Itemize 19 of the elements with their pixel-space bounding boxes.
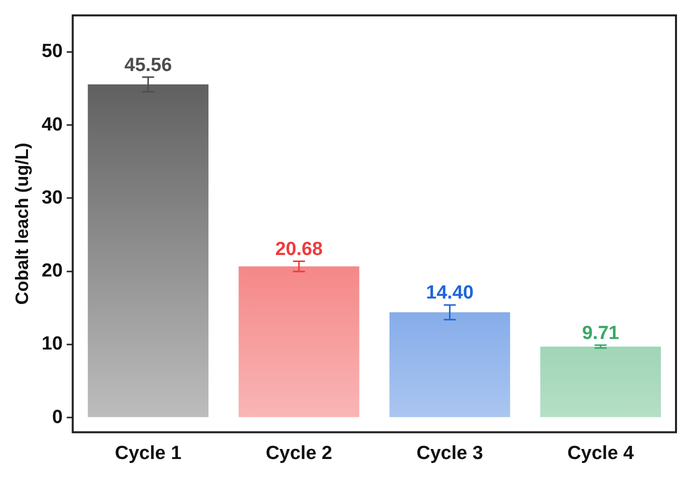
y-tick-label: 40: [42, 114, 63, 136]
data-label: 14.40: [426, 282, 474, 304]
y-tick-label: 10: [42, 334, 63, 355]
y-tick-label: 0: [52, 406, 63, 428]
x-tick-label: Cycle 2: [266, 442, 332, 464]
x-tick-label: Cycle 4: [567, 442, 634, 464]
data-label: 9.71: [582, 322, 620, 344]
y-axis-title: Cobalt leach (ug/L): [12, 142, 32, 305]
bar: [88, 84, 208, 418]
y-tick-label: 30: [42, 187, 63, 208]
x-tick-label: Cycle 1: [114, 442, 182, 464]
bar: [238, 266, 360, 418]
x-tick-label: Cycle 3: [416, 442, 484, 464]
y-tick-label: 50: [42, 41, 63, 62]
data-label: 45.56: [124, 54, 172, 76]
bar: [540, 346, 661, 418]
bar: [389, 312, 510, 418]
y-tick-label: 20: [42, 260, 63, 282]
data-label: 20.68: [275, 238, 323, 260]
